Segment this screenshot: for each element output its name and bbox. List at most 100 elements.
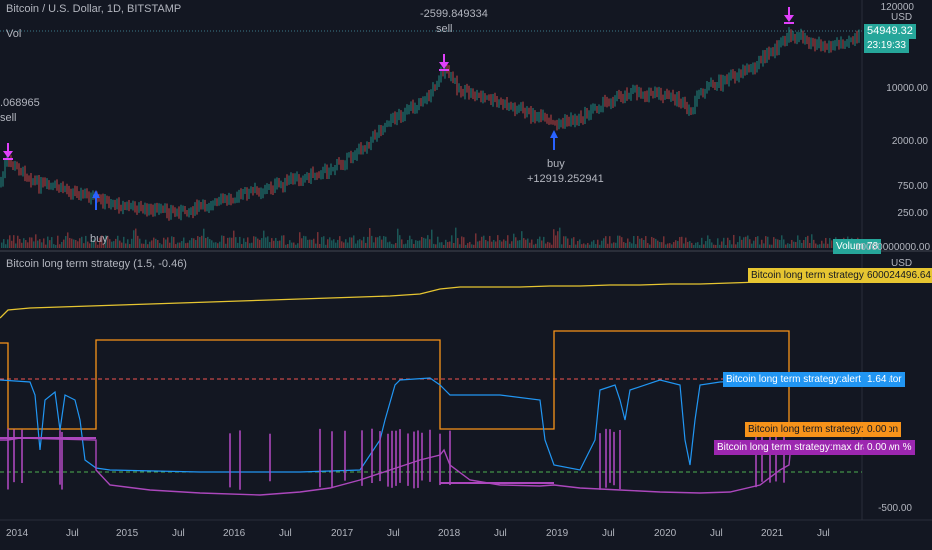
volume-bar xyxy=(129,244,131,248)
x-tick[interactable]: Jul xyxy=(494,528,507,539)
volume-bar xyxy=(217,243,219,248)
x-tick[interactable]: 2014 xyxy=(6,528,29,539)
volume-bar xyxy=(553,229,555,248)
volume-bar xyxy=(155,238,157,248)
volume-bar xyxy=(541,240,543,248)
volume-bar xyxy=(727,237,729,248)
strategy-title[interactable]: Bitcoin long term strategy (1.5, -0.46) xyxy=(6,258,187,270)
volume-bar xyxy=(347,242,349,248)
alert-legend-label: Bitcoin long term strategy:alert indicat… xyxy=(723,372,905,387)
x-tick[interactable]: Jul xyxy=(172,528,185,539)
symbol-title[interactable]: Bitcoin / U.S. Dollar, 1D, BITSTAMP xyxy=(6,3,182,15)
volume-bar xyxy=(171,236,173,248)
x-tick[interactable]: 2019 xyxy=(546,528,569,539)
volume-bar xyxy=(699,244,701,248)
x-tick[interactable]: 2017 xyxy=(331,528,354,539)
x-tick[interactable]: 2021 xyxy=(761,528,784,539)
volume-bar xyxy=(513,233,515,248)
trade-buy-marker-1[interactable] xyxy=(92,190,100,210)
volume-bar xyxy=(805,237,807,248)
price-tick-5[interactable]: 250.00 xyxy=(897,208,928,219)
x-tick[interactable]: Jul xyxy=(66,528,79,539)
volume-bar xyxy=(69,237,71,248)
volume-bar xyxy=(239,236,241,248)
volume-bar xyxy=(829,238,831,248)
volume-bar xyxy=(797,235,799,248)
volume-bar xyxy=(5,244,7,248)
volume-bar xyxy=(45,244,47,248)
volume-bar xyxy=(363,236,365,248)
volume-bar xyxy=(379,235,381,248)
volume-bar xyxy=(109,239,111,248)
volume-bar xyxy=(735,244,737,248)
volume-bar xyxy=(395,242,397,248)
x-tick[interactable]: Jul xyxy=(387,528,400,539)
volume-bar xyxy=(533,244,535,248)
volume-bar xyxy=(331,240,333,248)
volume-bar xyxy=(161,244,163,248)
volume-bar xyxy=(827,243,829,248)
volume-bar xyxy=(163,237,165,248)
volume-bar xyxy=(137,235,139,248)
volume-bar xyxy=(135,228,137,248)
volume-bar xyxy=(557,231,559,248)
volume-bar xyxy=(417,240,419,248)
volume-bar xyxy=(501,241,503,248)
price-tick-3[interactable]: 2000.00 xyxy=(891,136,928,147)
x-tick[interactable]: 2016 xyxy=(223,528,246,539)
volume-bar xyxy=(743,237,745,248)
x-tick[interactable]: Jul xyxy=(817,528,830,539)
volume-indicator-label[interactable]: Vol xyxy=(6,28,22,40)
x-tick[interactable]: 2015 xyxy=(116,528,139,539)
price-tick-4[interactable]: 750.00 xyxy=(897,181,928,192)
price-candles xyxy=(0,27,860,221)
volume-bar xyxy=(495,241,497,248)
volume-bar xyxy=(29,237,31,248)
volume-bar xyxy=(631,243,633,248)
strategy-tick-bottom[interactable]: -500.00 xyxy=(878,503,912,514)
volume-bar xyxy=(529,242,531,248)
trade-buy-marker-2[interactable] xyxy=(550,130,558,150)
volume-bar xyxy=(429,239,431,248)
volume-axis-tick[interactable]: 10000000000.00 xyxy=(854,242,930,253)
volume-bar xyxy=(243,238,245,248)
volume-bar xyxy=(763,243,765,248)
volume-bar xyxy=(177,242,179,248)
volume-bar xyxy=(339,236,341,248)
volume-bar xyxy=(39,239,41,248)
volume-bar xyxy=(801,242,803,248)
volume-bar xyxy=(561,244,563,248)
volume-bar xyxy=(63,239,65,248)
trade-sell-marker-3[interactable] xyxy=(784,7,794,24)
volume-bar xyxy=(591,241,593,248)
volume-bar xyxy=(157,240,159,248)
price-tick-2[interactable]: 10000.00 xyxy=(886,83,928,94)
volume-bar xyxy=(497,235,499,248)
volume-bar xyxy=(125,243,127,248)
volume-bar xyxy=(123,236,125,248)
volume-bar xyxy=(425,238,427,248)
volume-bar xyxy=(219,241,221,248)
volume-bar xyxy=(269,242,271,248)
volume-bar xyxy=(457,238,459,248)
trade-sell-marker-2[interactable] xyxy=(439,54,449,71)
volume-bar xyxy=(101,235,103,248)
volume-bar xyxy=(405,243,407,248)
x-tick[interactable]: 2018 xyxy=(438,528,461,539)
x-tick[interactable]: Jul xyxy=(710,528,723,539)
volume-bar xyxy=(287,244,289,248)
volume-bar xyxy=(617,235,619,248)
volume-bar xyxy=(707,235,709,248)
volume-bar xyxy=(431,229,433,248)
trade-sell-marker-1[interactable] xyxy=(3,143,13,160)
volume-bar xyxy=(55,244,57,248)
volume-bar xyxy=(663,236,665,248)
price-tick-1[interactable]: 120000 xyxy=(880,2,914,13)
volume-bar xyxy=(359,239,361,248)
x-tick[interactable]: 2020 xyxy=(654,528,677,539)
volume-bar xyxy=(439,242,441,248)
volume-bar xyxy=(203,228,205,248)
x-tick[interactable]: Jul xyxy=(602,528,615,539)
x-tick[interactable]: Jul xyxy=(279,528,292,539)
